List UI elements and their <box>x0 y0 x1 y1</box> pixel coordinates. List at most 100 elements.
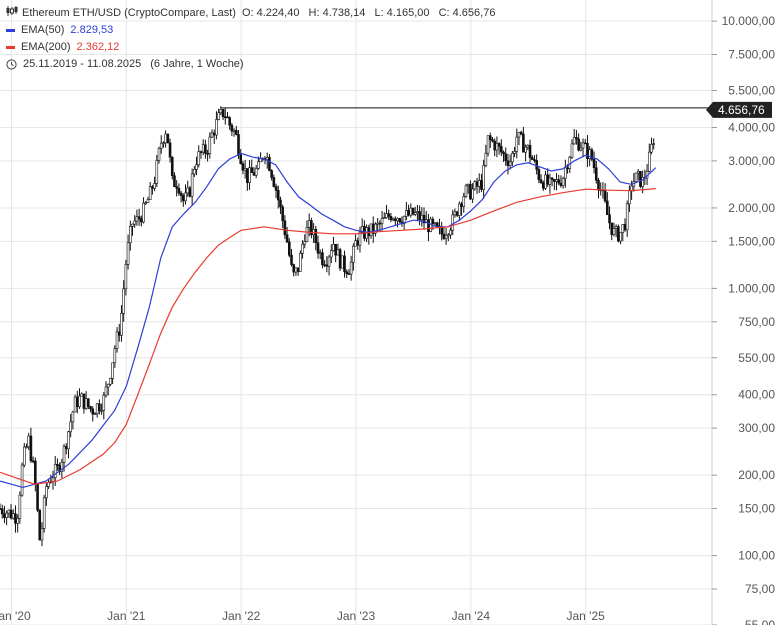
candle-body <box>508 161 512 166</box>
candle-body <box>62 446 66 463</box>
candle-body <box>104 386 108 396</box>
candle-body <box>5 512 8 518</box>
candle-body <box>36 483 39 511</box>
candle-body <box>0 508 4 515</box>
y-axis-ticks: 10.000,00 7.500,00 5.500,00 4.000,00 3.000,0… <box>712 14 775 625</box>
candle-body <box>641 177 644 187</box>
price-candles <box>0 106 655 547</box>
candle-body <box>296 267 300 272</box>
clock-icon <box>6 59 17 70</box>
last-price-label: 4.656,76 <box>718 103 765 117</box>
candle-body <box>34 460 37 485</box>
candle-body <box>471 188 474 200</box>
candle-body <box>475 181 479 187</box>
candle-body <box>184 192 187 202</box>
candle-body <box>140 218 143 223</box>
y-tick-label: 75,00 <box>745 582 775 596</box>
legend-ema50[interactable]: EMA(50) 2.829,53 <box>6 22 495 39</box>
candle-body <box>506 160 510 166</box>
candle-body <box>550 177 554 180</box>
candle-body <box>64 446 68 450</box>
candle-body <box>53 464 57 478</box>
candle-body <box>444 234 448 239</box>
candle-body <box>473 181 477 190</box>
candle-body <box>190 173 194 197</box>
candle-body <box>500 146 503 153</box>
instrument-title: Ethereum ETH/USD (CryptoCompare, Last) <box>22 7 236 19</box>
candle-body <box>164 133 167 144</box>
candle-body <box>148 186 152 200</box>
y-tick-label: 550,00 <box>738 351 775 365</box>
candle-body <box>109 378 112 385</box>
candle-body <box>504 153 508 162</box>
candle-body <box>212 132 216 136</box>
candle-body <box>250 167 254 173</box>
candle-body <box>488 135 492 140</box>
candle-body <box>310 220 313 235</box>
candle-body <box>314 229 318 244</box>
candle-body <box>173 175 176 187</box>
y-tick-label: 750,00 <box>738 315 775 329</box>
candle-body <box>299 253 302 272</box>
candle-body <box>38 509 42 541</box>
candle-body <box>486 135 490 154</box>
candle-body <box>113 348 117 364</box>
candle-body <box>56 464 59 466</box>
candle-body <box>159 142 163 149</box>
candle-body <box>621 224 625 233</box>
candle-body <box>548 177 552 185</box>
candle-body <box>241 163 245 171</box>
candle-body <box>265 157 269 160</box>
candle-body <box>235 129 238 135</box>
candle-body <box>223 116 227 119</box>
candle-body <box>374 223 377 234</box>
candle-body <box>246 168 249 183</box>
candle-body <box>590 149 594 160</box>
candle-body <box>453 211 457 216</box>
candle-body <box>219 109 223 114</box>
candle-body <box>272 177 276 187</box>
low-value: L: 4.165,00 <box>374 7 430 19</box>
candle-body <box>650 144 653 153</box>
candle-body <box>137 216 141 220</box>
candle-body <box>82 393 86 409</box>
candle-body <box>226 116 229 119</box>
candle-body <box>617 226 620 242</box>
candle-body <box>433 222 437 225</box>
candle-body <box>168 142 172 158</box>
candle-body <box>16 518 19 524</box>
candle-body <box>435 222 439 227</box>
candle-body <box>78 395 81 408</box>
candle-body <box>577 138 580 151</box>
candle-body <box>177 187 181 194</box>
legend-ema200[interactable]: EMA(200) 2.362,12 <box>6 39 495 56</box>
ohlc-values: O: 4.224,40 H: 4.738,14 L: 4.165,00 C: 4… <box>236 5 496 22</box>
y-tick-label: 7.500,00 <box>728 48 775 62</box>
date-range: 25.11.2019 - 11.08.2025 <box>23 58 142 70</box>
candle-body <box>232 129 236 132</box>
candle-body <box>522 133 525 153</box>
candle-body <box>279 199 282 208</box>
candle-body <box>491 139 494 142</box>
ema50-swatch <box>6 29 15 32</box>
grid <box>0 0 712 625</box>
candle-body <box>464 185 468 197</box>
candle-body <box>274 186 278 191</box>
candle-body <box>647 151 651 172</box>
candle-body <box>528 144 532 158</box>
candle-body <box>614 226 618 229</box>
candle-body <box>106 383 110 388</box>
candle-body <box>402 215 406 225</box>
y-tick-label: 200,00 <box>738 468 775 482</box>
candle-body <box>482 165 485 190</box>
candle-body <box>442 233 446 239</box>
candle-body <box>630 185 633 191</box>
candle-body <box>332 244 335 252</box>
candle-body <box>327 256 331 267</box>
candlestick-icon <box>6 5 18 22</box>
candle-body <box>376 222 379 225</box>
candle-body <box>572 137 576 145</box>
candle-body <box>153 183 156 189</box>
x-tick-label: Jan '22 <box>222 609 261 623</box>
